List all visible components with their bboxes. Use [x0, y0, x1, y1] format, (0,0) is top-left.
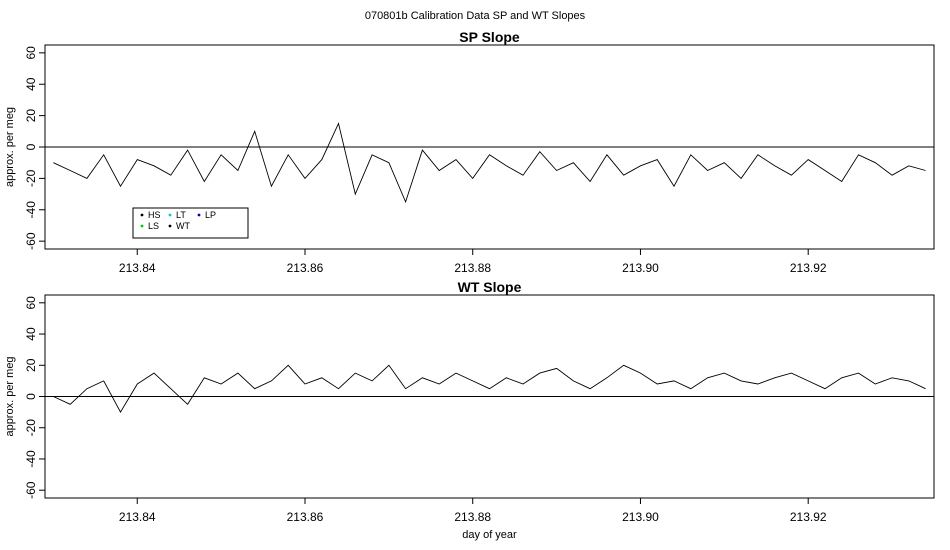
y-axis-label: approx. per meg: [4, 107, 16, 187]
y-tick-label: 60: [24, 296, 38, 310]
legend-label-lp: LP: [205, 210, 216, 220]
y-tick-label: -20: [24, 419, 38, 437]
x-tick-label: 213.86: [287, 510, 324, 524]
y-tick-label: 0: [24, 393, 38, 400]
series-line-wt: [53, 364, 926, 414]
legend-label-wt: WT: [176, 221, 190, 231]
x-tick-label: 213.90: [622, 510, 659, 524]
legend-box: [132, 207, 249, 239]
legend-marker-ls: [140, 224, 144, 228]
panel-title: WT Slope: [458, 279, 522, 295]
y-tick-label: -60: [24, 481, 38, 499]
y-tick-label: 40: [24, 327, 38, 341]
series-group: [53, 122, 926, 204]
y-tick-label: -40: [24, 201, 38, 219]
y-tick-label: 20: [24, 358, 38, 372]
x-tick-label: 213.84: [119, 510, 156, 524]
x-tick-label: 213.84: [119, 261, 156, 275]
legend-marker-hs: [140, 213, 144, 217]
wt-slope-panel: WT Slope 213.84 213.86 213.88 213.90 213.92 -6…: [4, 279, 935, 541]
legend-marker-lp: [197, 213, 201, 217]
y-tick-label: 40: [24, 77, 38, 91]
legend-label-hs: HS: [148, 210, 161, 220]
x-tick-label: 213.86: [287, 261, 324, 275]
y-tick-label: 0: [24, 143, 38, 150]
figure-title: 070801b Calibration Data SP and WT Slope…: [365, 10, 586, 22]
legend-marker-lt: [168, 213, 172, 217]
series-line-wt: [53, 122, 926, 204]
x-tick-label: 213.88: [454, 261, 491, 275]
y-axis-label: approx. per meg: [4, 356, 16, 436]
legend-label-lt: LT: [176, 210, 186, 220]
series-group: [53, 364, 926, 414]
sp-slope-panel: SP Slope 213.84 213.86 213.88 213.90 213.92 -6…: [4, 29, 935, 275]
panel-title: SP Slope: [459, 29, 520, 45]
y-tick-label: -40: [24, 450, 38, 468]
x-tick-label: 213.90: [622, 261, 659, 275]
x-tick-label: 213.92: [790, 261, 827, 275]
legend-label-ls: LS: [148, 221, 159, 231]
x-tick-label: 213.92: [790, 510, 827, 524]
legend-marker-wt: [168, 224, 172, 228]
y-tick-label: 60: [24, 46, 38, 60]
x-tick-label: 213.88: [454, 510, 491, 524]
y-tick-label: -60: [24, 232, 38, 250]
y-tick-label: -20: [24, 169, 38, 187]
y-tick-label: 20: [24, 109, 38, 123]
x-axis-label: day of year: [462, 529, 517, 541]
